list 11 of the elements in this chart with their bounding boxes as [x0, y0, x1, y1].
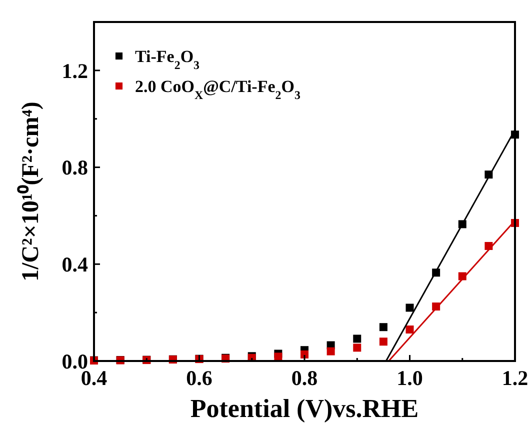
y-tick-label: 0.4 — [62, 252, 88, 276]
x-tick-label: 1.0 — [396, 366, 423, 390]
x-tick-label: 0.8 — [291, 366, 318, 390]
x-tick-label: 0.6 — [186, 366, 212, 390]
y-tick-label: 1.2 — [62, 58, 88, 83]
x-axis-title: Potential (V)vs.RHE — [190, 394, 419, 423]
y-axis-title: 1/C²×10¹⁰(F²·cm⁴) — [17, 102, 44, 282]
legend-label: 2.0 CoO$_{X}$@C/Ti-Fe$_{2}$O$_{3}$ — [135, 76, 300, 102]
x-tick-label: 1.2 — [502, 366, 528, 390]
legend-label: Ti-Fe$_{2}$O$_{3}$ — [135, 46, 200, 72]
y-tick-label: 0.8 — [62, 156, 88, 180]
